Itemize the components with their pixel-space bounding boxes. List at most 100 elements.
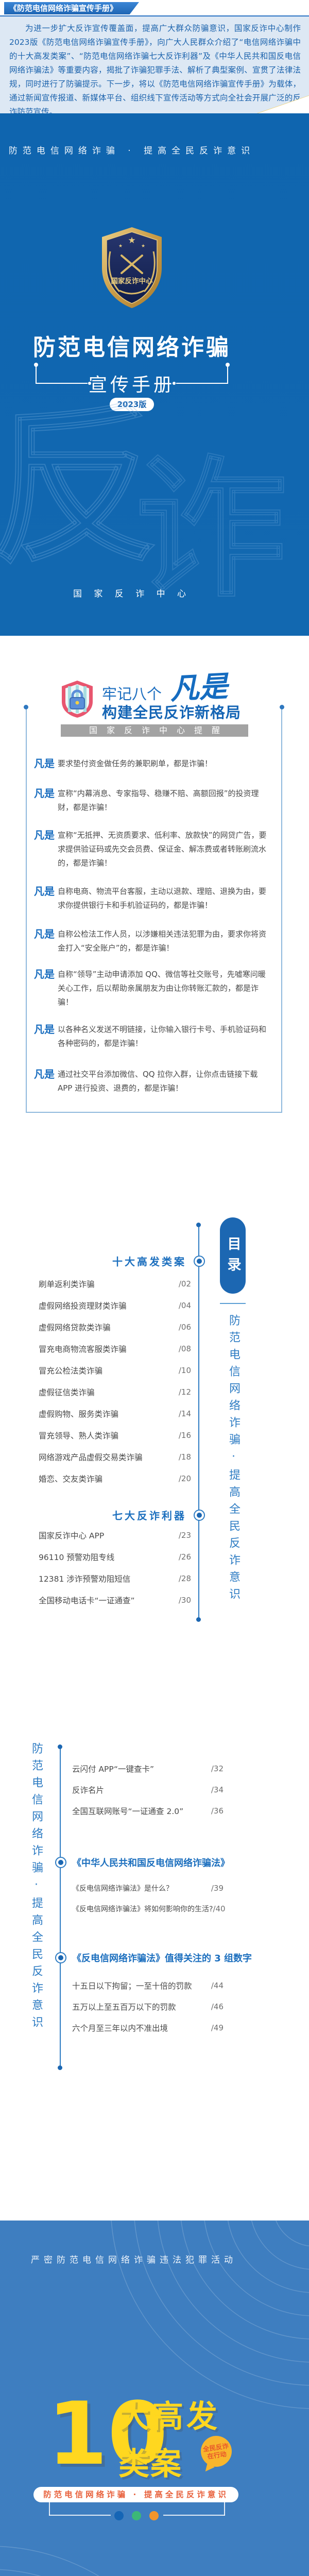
toc-item-label: 虚假网络贷款类诈骗	[39, 1323, 111, 1332]
toc-item-page: /30	[178, 1596, 191, 1605]
toc-item-label: 12381 涉诈预警劝阻短信	[39, 1574, 131, 1584]
toc-item: 全国互联网账号“一证通查 2.0” /36	[72, 1800, 224, 1821]
fanshi-text: 自称电商、物流平台客服，主动以退款、理赔、退换为由，要求你提供银行卡和手机验证码…	[58, 887, 267, 910]
fanshi-label: 凡是	[34, 885, 55, 897]
banner-pill: 防范电信网络诈骗 · 提高全民反诈意识	[33, 2487, 238, 2502]
toc-item: 五万以上至五百万以下的罚款/46	[72, 1996, 224, 2017]
cover-subtitle: 宣传手册	[88, 375, 175, 396]
toc-item-page: /02	[178, 1279, 191, 1289]
toc-item-page: /16	[178, 1431, 191, 1440]
toc-list-law: 《反电信网络诈骗法》是什么？ /39 《反电信网络诈骗法》将如何影响你的生活?/4…	[72, 1878, 226, 1919]
toc-item: 六个月至三年以内不准出境/49	[72, 2017, 224, 2038]
toc-item-label: 云闪付 APP“一键查卡”	[72, 1764, 154, 1774]
timeline-ring-icon	[55, 1857, 66, 1868]
toc-item-page: /14	[178, 1409, 191, 1418]
subtitle-bracket-decoration	[34, 363, 230, 385]
toc-item: 刷单返利类诈骗/02	[39, 1273, 191, 1295]
toc-item-page: /34	[211, 1785, 224, 1794]
toc-item-label: 反诈名片	[72, 1785, 105, 1795]
fanshi-item: 凡是 自称电商、物流平台客服，主动以退款、理赔、退换为由，要求你提供银行卡和手机验…	[34, 885, 272, 912]
emblem-laurel-left-icon	[108, 251, 121, 293]
toc-item-page: /06	[178, 1323, 191, 1332]
toc-item-page: /44	[211, 1980, 224, 1990]
toc-item-page: /40	[213, 1904, 226, 1913]
toc-item-label: 虚假网络投资理财类诈骗	[39, 1301, 127, 1311]
toc-item-page: /20	[178, 1474, 191, 1483]
toc-menu-pill: 目录	[220, 1217, 246, 1294]
toc-item-label: 五万以上至五百万以下的罚款	[72, 2002, 176, 2012]
timeline-ring-icon	[55, 1952, 66, 1963]
toc-heading-numbers: 《反电信网络诈骗法》值得关注的 3 组数字	[72, 1953, 252, 1964]
fanshi-label: 凡是	[34, 829, 55, 841]
toc-item: 《反电信网络诈骗法》将如何影响你的生活?/40	[72, 1899, 226, 1919]
toc-item-page: /12	[178, 1387, 191, 1397]
toc-item-page: /36	[211, 1806, 224, 1816]
action-badge: 全民反诈 在行动	[199, 2434, 234, 2469]
fanshi-text: 通过社交平台添加微信、QQ 拉你入群，让你点击链接下载 APP 进行投资、退费的…	[58, 1070, 258, 1093]
fanshi-item: 凡是 自称公检法工作人员，以涉嫌相关违法犯罪为由，要求你将资金打入“安全账户”的，…	[34, 927, 272, 955]
arc-decoration-bottom-left	[0, 2546, 99, 2576]
toc-side-phrase-right: 防范电信网络诈骗·提高全民反诈意识	[227, 1314, 240, 1605]
toc-item-label: 刷单返利类诈骗	[39, 1280, 95, 1289]
toc-item-label: 国家反诈中心 APP	[39, 1531, 105, 1540]
banner-number: 10	[47, 2383, 168, 2484]
page-title: 《防范电信网络诈骗宣传手册》	[4, 2, 139, 14]
toc-item-label: 虚假购物、服务类诈骗	[39, 1410, 119, 1419]
dot-green-icon	[132, 2511, 141, 2520]
toc-item: 冒充电商物流客服类诈骗/08	[39, 1338, 191, 1360]
toc-item: 冒充公检法类诈骗/10	[39, 1360, 191, 1381]
fanshi-text: 宣称“无抵押、无资质要求、低利率、放款快”的网贷广告，要求提供验证码或先交会员费…	[58, 831, 267, 868]
toc-item-label: 虚假征信类诈骗	[39, 1388, 95, 1397]
toc-item-label: 冒充领导、熟人类诈骗	[39, 1431, 119, 1440]
toc-item: 全国移动电话卡“一证通查” /30	[39, 1589, 191, 1611]
toc-timeline	[60, 1747, 61, 2067]
toc-item-page: /10	[178, 1366, 191, 1375]
fanshi-text: 以各种名义发送不明链接，让你输入银行卡号、手机验证码和各种密码的，都是诈骗！	[58, 1025, 267, 1048]
toc-item-label: 96110 预警劝阻专线	[39, 1553, 115, 1562]
toc-list-numbers: 十五日以下拘留；一至十倍的罚款/44 五万以上至五百万以下的罚款/46 六个月至…	[72, 1975, 224, 2038]
toc-item-page: /46	[211, 2002, 224, 2011]
national-anti-fraud-center-emblem-icon: ★ ★ ★ 国家反诈中心	[102, 227, 162, 308]
toc-item-page: /26	[178, 1552, 191, 1562]
fanshi-title-line2: 构建全民反诈新格局	[102, 704, 242, 721]
toc-item: 虚假网络投资理财类诈骗/04	[39, 1295, 191, 1316]
toc-item-label: 六个月至三年以内不准出境	[72, 2023, 168, 2033]
toc-item: 云闪付 APP“一键查卡” /32	[72, 1758, 224, 1779]
fanshi-label: 凡是	[34, 757, 55, 770]
dot-orange-icon	[149, 2511, 159, 2520]
pill-bracket-bottom-left	[49, 2515, 111, 2516]
toc-heading-cases: 十大高发类案	[112, 1256, 186, 1268]
toc-item-page: /32	[211, 1764, 224, 1773]
toc-heading-tools: 七大反诈利器	[112, 1510, 186, 1522]
fanshi-text: 宣称“内幕消息、专家指导、稳赚不赔、高额回报”的投资理财，都是诈骗！	[58, 789, 259, 812]
toc-item: 12381 涉诈预警劝阻短信/28	[39, 1568, 191, 1589]
fanshi-item: 凡是 自称“领导”主动申请添加 QQ、微信等社交账号，先嘘寒问暖关心工作，后以帮助…	[34, 968, 272, 1009]
toc-item: 虚假购物、服务类诈骗/14	[39, 1403, 191, 1425]
emblem-laurel-right-icon	[143, 251, 156, 293]
fanshi-item: 凡是 以各种名义发送不明链接，让你输入银行卡号、手机验证码和各种密码的，都是诈骗！	[34, 1023, 272, 1050]
banner-title-line1: 大高发	[118, 2399, 220, 2435]
emblem-small-star-right-icon: ★	[141, 244, 145, 249]
timeline-ring-icon	[194, 1510, 205, 1521]
banner-slogan: 严密防范电信网络诈骗违法犯罪活动	[31, 2255, 237, 2265]
toc-item-label: 《反电信网络诈骗法》将如何影响你的生活?	[72, 1905, 213, 1913]
emblem-wave-icon	[119, 290, 145, 295]
fanshi-frame	[24, 705, 284, 1113]
timeline-ring-icon	[194, 1256, 205, 1267]
toc-item: 国家反诈中心 APP/23	[39, 1524, 191, 1546]
toc-item-page: /28	[178, 1574, 191, 1583]
toc-item-label: 冒充公检法类诈骗	[39, 1366, 103, 1376]
toc-pill-divider	[220, 1303, 246, 1304]
shield-lock-icon	[62, 681, 93, 718]
toc-item-page: /04	[178, 1301, 191, 1310]
toc-list-tools-a: 国家反诈中心 APP/23 96110 预警劝阻专线/26 12381 涉诈预警…	[39, 1524, 191, 1611]
toc-item: 十五日以下拘留；一至十倍的罚款/44	[72, 1975, 224, 1996]
toc-item-label: 婚恋、交友类诈骗	[39, 1475, 103, 1484]
toc-item: 虚假征信类诈骗/12	[39, 1381, 191, 1403]
fanshi-item: 凡是 要求垫付资金做任务的兼职刷单，都是诈骗！	[34, 757, 272, 771]
fanshi-ribbon: 国家反诈中心提醒	[61, 724, 248, 737]
watermark-char-left: 反	[0, 388, 160, 586]
emblem-small-star-left-icon: ★	[118, 244, 123, 249]
toc-item-label: 冒充电商物流客服类诈骗	[39, 1345, 127, 1354]
